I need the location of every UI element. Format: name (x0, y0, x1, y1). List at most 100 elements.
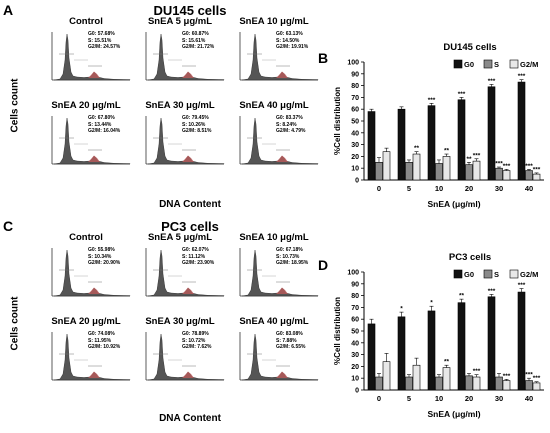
bar-G2M (502, 380, 511, 391)
histogram-title: SnEA 30 μg/mL (145, 100, 215, 111)
bar-S (375, 162, 383, 181)
bar-S (465, 164, 473, 181)
significance-mark: *** (533, 166, 541, 173)
phase-stats: G0: 74.08% S: 11.95% G2/M: 10.92% (88, 331, 120, 351)
histogram-plot (145, 332, 225, 381)
bar-chart-title: DU145 cells (443, 42, 496, 53)
histogram-area (147, 117, 225, 165)
phase-stats: G0: 83.37% S: 8.24% G2/M: 4.79% (276, 115, 305, 135)
y-tick-label: 90 (351, 71, 359, 78)
phase-stat-g2m: G2/M: 19.91% (276, 44, 309, 50)
significance-mark: *** (503, 373, 511, 380)
histogram-plot (145, 32, 225, 81)
bar-G2M (412, 153, 421, 181)
x-tick-label: 0 (377, 184, 381, 193)
histogram-plot (145, 116, 225, 165)
g2m-peak (276, 71, 288, 78)
y-axis-label: %Cell distribution (333, 87, 342, 155)
phase-stat-g0: G0: 67.18% (276, 247, 303, 253)
significance-mark: *** (428, 97, 436, 104)
phase-stats: G0: 79.45% S: 10.26% G2/M: 8.51% (182, 115, 211, 135)
bar-S (525, 170, 533, 181)
panel-letter-b: B (318, 50, 329, 66)
histogram-panel: SnEA 5 μg/mL G0: 62.07% S: 11.12% G2/M: 23.… (134, 232, 226, 306)
phase-stat-g0: G0: 67.80% (88, 115, 115, 121)
bar-G2M (382, 361, 391, 391)
phase-stat-g2m: G2/M: 23.90% (182, 260, 215, 266)
phase-stats: G0: 57.68% S: 15.51% G2/M: 24.57% (88, 31, 120, 51)
bar-G0 (517, 81, 526, 181)
phase-stat-g0: G0: 83.37% (276, 115, 303, 121)
y-axis-label: %Cell distribution (333, 297, 342, 365)
histogram-panel: Control G0: 57.68% S: 15.51% G2/M: 24.57% (40, 16, 132, 90)
x-tick-label: 40 (525, 394, 533, 403)
phase-stat-g2m: G2/M: 20.90% (88, 260, 121, 266)
legend-swatch (483, 59, 493, 69)
y-tick-label: 30 (351, 352, 359, 359)
significance-mark: *** (488, 78, 496, 85)
histogram-area (147, 249, 225, 297)
histogram-area (53, 117, 131, 165)
histogram-plot (145, 248, 225, 297)
legend-label: G0 (464, 270, 474, 279)
significance-mark: ** (466, 156, 472, 163)
histogram-area (241, 117, 319, 165)
legend-swatch (509, 269, 519, 279)
phase-stats: G0: 60.87% S: 15.61% G2/M: 21.72% (182, 31, 214, 51)
x-tick-label: 40 (525, 184, 533, 193)
bar-G2M (472, 376, 481, 391)
bar-G0 (367, 111, 376, 181)
x-tick-label: 30 (495, 184, 503, 193)
histogram-panel: SnEA 10 μg/mL G0: 63.13% S: 14.50% G2/M: 19… (228, 16, 320, 90)
bar-G2M (412, 364, 421, 391)
phase-stat-s: S: 11.12% (182, 253, 206, 260)
histogram-title: SnEA 5 μg/mL (147, 16, 213, 27)
panel-letter-a: A (3, 2, 14, 18)
bar-G2M (442, 156, 451, 181)
significance-mark: *** (473, 368, 481, 375)
phase-stat-s: S: 13.44% (88, 121, 112, 128)
histogram-title: SnEA 40 μg/mL (239, 100, 309, 111)
significance-mark: *** (518, 73, 526, 80)
legend-label: S (494, 270, 499, 279)
bar-G0 (397, 316, 406, 391)
significance-mark: *** (488, 288, 496, 295)
bar-G0 (487, 86, 496, 181)
legend-label: G0 (464, 60, 474, 69)
histogram-title: SnEA 40 μg/mL (239, 316, 309, 327)
x-tick-label: 0 (377, 394, 381, 403)
phase-stat-g2m: G2/M: 16.04% (88, 128, 121, 134)
significance-mark: *** (473, 152, 481, 159)
phase-stat-g0: G0: 62.07% (182, 247, 209, 253)
histogram-plot (51, 332, 131, 381)
y-tick-label: 80 (351, 83, 359, 90)
g2m-peak (182, 287, 194, 294)
y-tick-label: 10 (351, 376, 359, 383)
histogram-title: Control (69, 16, 103, 27)
histogram-plot (51, 32, 131, 81)
phase-stat-g2m: G2/M: 18.95% (276, 260, 309, 266)
histogram-plot (239, 332, 319, 381)
histogram-title: SnEA 20 μg/mL (51, 316, 121, 327)
phase-stat-s: S: 10.73% (276, 253, 300, 260)
bar-G2M (502, 170, 511, 181)
phase-stat-s: S: 15.51% (88, 37, 112, 44)
bar-S (435, 376, 443, 391)
y-tick-label: 70 (351, 95, 359, 102)
phase-stat-g2m: G2/M: 21.72% (182, 44, 215, 50)
histogram-plot (239, 116, 319, 165)
bar-S (405, 162, 413, 181)
bar-S (495, 167, 503, 181)
bar-G2M (532, 382, 541, 391)
significance-mark: ** (414, 145, 420, 152)
phase-stat-s: S: 15.61% (182, 37, 206, 44)
legend-swatch (453, 59, 463, 69)
histogram-plot (51, 116, 131, 165)
x-tick-label: 20 (465, 394, 473, 403)
panel-c-title: PC3 cells (161, 219, 219, 234)
phase-stat-s: S: 7.88% (276, 337, 297, 344)
bar-G0 (367, 323, 376, 391)
significance-mark: * (400, 306, 403, 313)
y-tick-label: 40 (351, 130, 359, 137)
histogram-area (147, 333, 225, 381)
